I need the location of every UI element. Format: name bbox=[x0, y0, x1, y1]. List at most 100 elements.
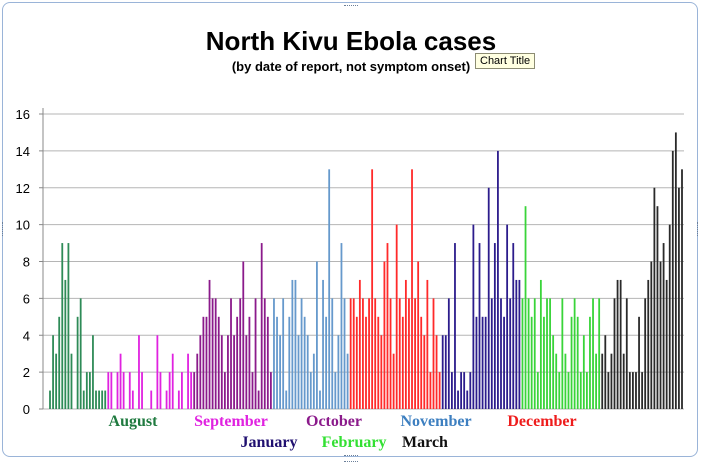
bar-september[interactable] bbox=[122, 372, 125, 410]
bar-february[interactable] bbox=[582, 335, 585, 409]
bar-december[interactable] bbox=[423, 335, 426, 409]
bar-january[interactable] bbox=[503, 316, 505, 409]
bar-december[interactable] bbox=[374, 298, 377, 410]
bar-december[interactable] bbox=[389, 298, 392, 410]
bar-november[interactable] bbox=[306, 335, 309, 409]
bar-february[interactable] bbox=[539, 279, 542, 409]
bar-october[interactable] bbox=[227, 335, 229, 409]
bar-february[interactable] bbox=[589, 316, 591, 409]
bar-march[interactable] bbox=[662, 243, 665, 409]
bar-february[interactable] bbox=[570, 316, 573, 409]
bar-january[interactable] bbox=[493, 243, 496, 409]
bar-december[interactable] bbox=[438, 372, 441, 410]
bar-january[interactable] bbox=[466, 390, 469, 409]
bar-september[interactable] bbox=[181, 372, 183, 410]
bar-march[interactable] bbox=[619, 279, 622, 409]
bar-march[interactable] bbox=[647, 279, 650, 409]
bar-march[interactable] bbox=[644, 298, 647, 410]
bar-january[interactable] bbox=[506, 224, 509, 410]
bar-february[interactable] bbox=[549, 298, 551, 410]
bar-december[interactable] bbox=[395, 224, 398, 410]
bar-september[interactable] bbox=[116, 372, 119, 410]
bar-february[interactable] bbox=[579, 372, 582, 410]
bar-january[interactable] bbox=[512, 243, 515, 409]
bar-march[interactable] bbox=[681, 169, 683, 409]
bar-october[interactable] bbox=[254, 298, 257, 410]
bar-september[interactable] bbox=[119, 353, 122, 409]
bar-october[interactable] bbox=[263, 298, 266, 410]
bar-march[interactable] bbox=[678, 187, 680, 409]
bar-january[interactable] bbox=[454, 243, 456, 409]
resize-handle-right[interactable] bbox=[697, 222, 702, 236]
bar-january[interactable] bbox=[472, 224, 475, 410]
bar-october[interactable] bbox=[257, 390, 260, 409]
bar-october[interactable] bbox=[220, 335, 223, 409]
bar-september[interactable] bbox=[187, 353, 189, 409]
bar-january[interactable] bbox=[500, 298, 502, 410]
bar-series[interactable] bbox=[49, 132, 683, 410]
bar-october[interactable] bbox=[205, 316, 208, 409]
bar-march[interactable] bbox=[625, 298, 628, 410]
bar-january[interactable] bbox=[469, 372, 472, 410]
bar-october[interactable] bbox=[202, 316, 205, 409]
bar-september[interactable] bbox=[107, 372, 110, 410]
bar-march[interactable] bbox=[656, 206, 659, 409]
bar-march[interactable] bbox=[653, 187, 656, 409]
bar-january[interactable] bbox=[478, 243, 481, 409]
bar-january[interactable] bbox=[481, 316, 484, 409]
bar-october[interactable] bbox=[211, 298, 214, 410]
bar-august[interactable] bbox=[64, 279, 67, 409]
bar-december[interactable] bbox=[435, 335, 438, 409]
bar-march[interactable] bbox=[613, 298, 616, 410]
bar-november[interactable] bbox=[334, 372, 337, 410]
bar-november[interactable] bbox=[319, 390, 321, 409]
bar-january[interactable] bbox=[484, 316, 487, 409]
bar-august[interactable] bbox=[95, 390, 97, 409]
bar-october[interactable] bbox=[269, 372, 272, 410]
bar-november[interactable] bbox=[343, 298, 346, 410]
bar-october[interactable] bbox=[199, 335, 202, 409]
bar-october[interactable] bbox=[230, 298, 232, 410]
bar-march[interactable] bbox=[650, 261, 653, 410]
bar-january[interactable] bbox=[463, 372, 466, 410]
bar-february[interactable] bbox=[598, 298, 601, 410]
bar-january[interactable] bbox=[518, 279, 521, 409]
bar-february[interactable] bbox=[592, 298, 594, 410]
bar-january[interactable] bbox=[441, 335, 444, 409]
bar-february[interactable] bbox=[558, 372, 561, 410]
bar-august[interactable] bbox=[85, 372, 88, 410]
bar-november[interactable] bbox=[300, 298, 303, 410]
bar-october[interactable] bbox=[233, 335, 235, 409]
bar-november[interactable] bbox=[322, 279, 324, 409]
bar-september[interactable] bbox=[150, 390, 153, 409]
bar-september[interactable] bbox=[141, 372, 143, 410]
bar-november[interactable] bbox=[340, 243, 343, 409]
bar-october[interactable] bbox=[248, 316, 251, 409]
bar-october[interactable] bbox=[245, 335, 248, 409]
bar-december[interactable] bbox=[377, 316, 380, 409]
bar-november[interactable] bbox=[328, 169, 331, 409]
bar-december[interactable] bbox=[420, 316, 423, 409]
bar-october[interactable] bbox=[239, 298, 242, 410]
bar-december[interactable] bbox=[368, 298, 370, 410]
bar-january[interactable] bbox=[509, 298, 512, 410]
bar-february[interactable] bbox=[533, 298, 536, 410]
bar-october[interactable] bbox=[196, 353, 199, 409]
bar-february[interactable] bbox=[573, 298, 576, 410]
bar-december[interactable] bbox=[398, 298, 401, 410]
bar-march[interactable] bbox=[638, 316, 640, 409]
bar-december[interactable] bbox=[401, 316, 404, 409]
bar-february[interactable] bbox=[567, 372, 570, 410]
bar-august[interactable] bbox=[101, 390, 104, 409]
bar-december[interactable] bbox=[349, 298, 352, 410]
bar-january[interactable] bbox=[515, 279, 518, 409]
bar-november[interactable] bbox=[297, 335, 300, 409]
bar-january[interactable] bbox=[457, 390, 459, 409]
bar-november[interactable] bbox=[276, 316, 278, 409]
bar-august[interactable] bbox=[52, 335, 54, 409]
bar-december[interactable] bbox=[362, 298, 364, 410]
bar-february[interactable] bbox=[585, 372, 588, 410]
bar-march[interactable] bbox=[616, 279, 619, 409]
bar-november[interactable] bbox=[309, 372, 312, 410]
